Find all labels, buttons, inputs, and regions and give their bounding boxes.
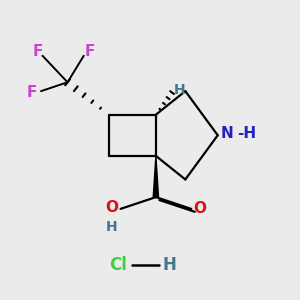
Text: O: O bbox=[194, 201, 207, 216]
Text: F: F bbox=[33, 44, 43, 59]
Text: F: F bbox=[85, 44, 95, 59]
Text: H: H bbox=[174, 82, 185, 97]
Text: F: F bbox=[27, 85, 38, 100]
Text: H: H bbox=[162, 256, 176, 274]
Text: O: O bbox=[105, 200, 118, 215]
Polygon shape bbox=[153, 156, 158, 197]
Text: N: N bbox=[221, 126, 233, 141]
Text: Cl: Cl bbox=[109, 256, 127, 274]
Text: H: H bbox=[106, 220, 118, 234]
Text: -H: -H bbox=[237, 126, 256, 141]
